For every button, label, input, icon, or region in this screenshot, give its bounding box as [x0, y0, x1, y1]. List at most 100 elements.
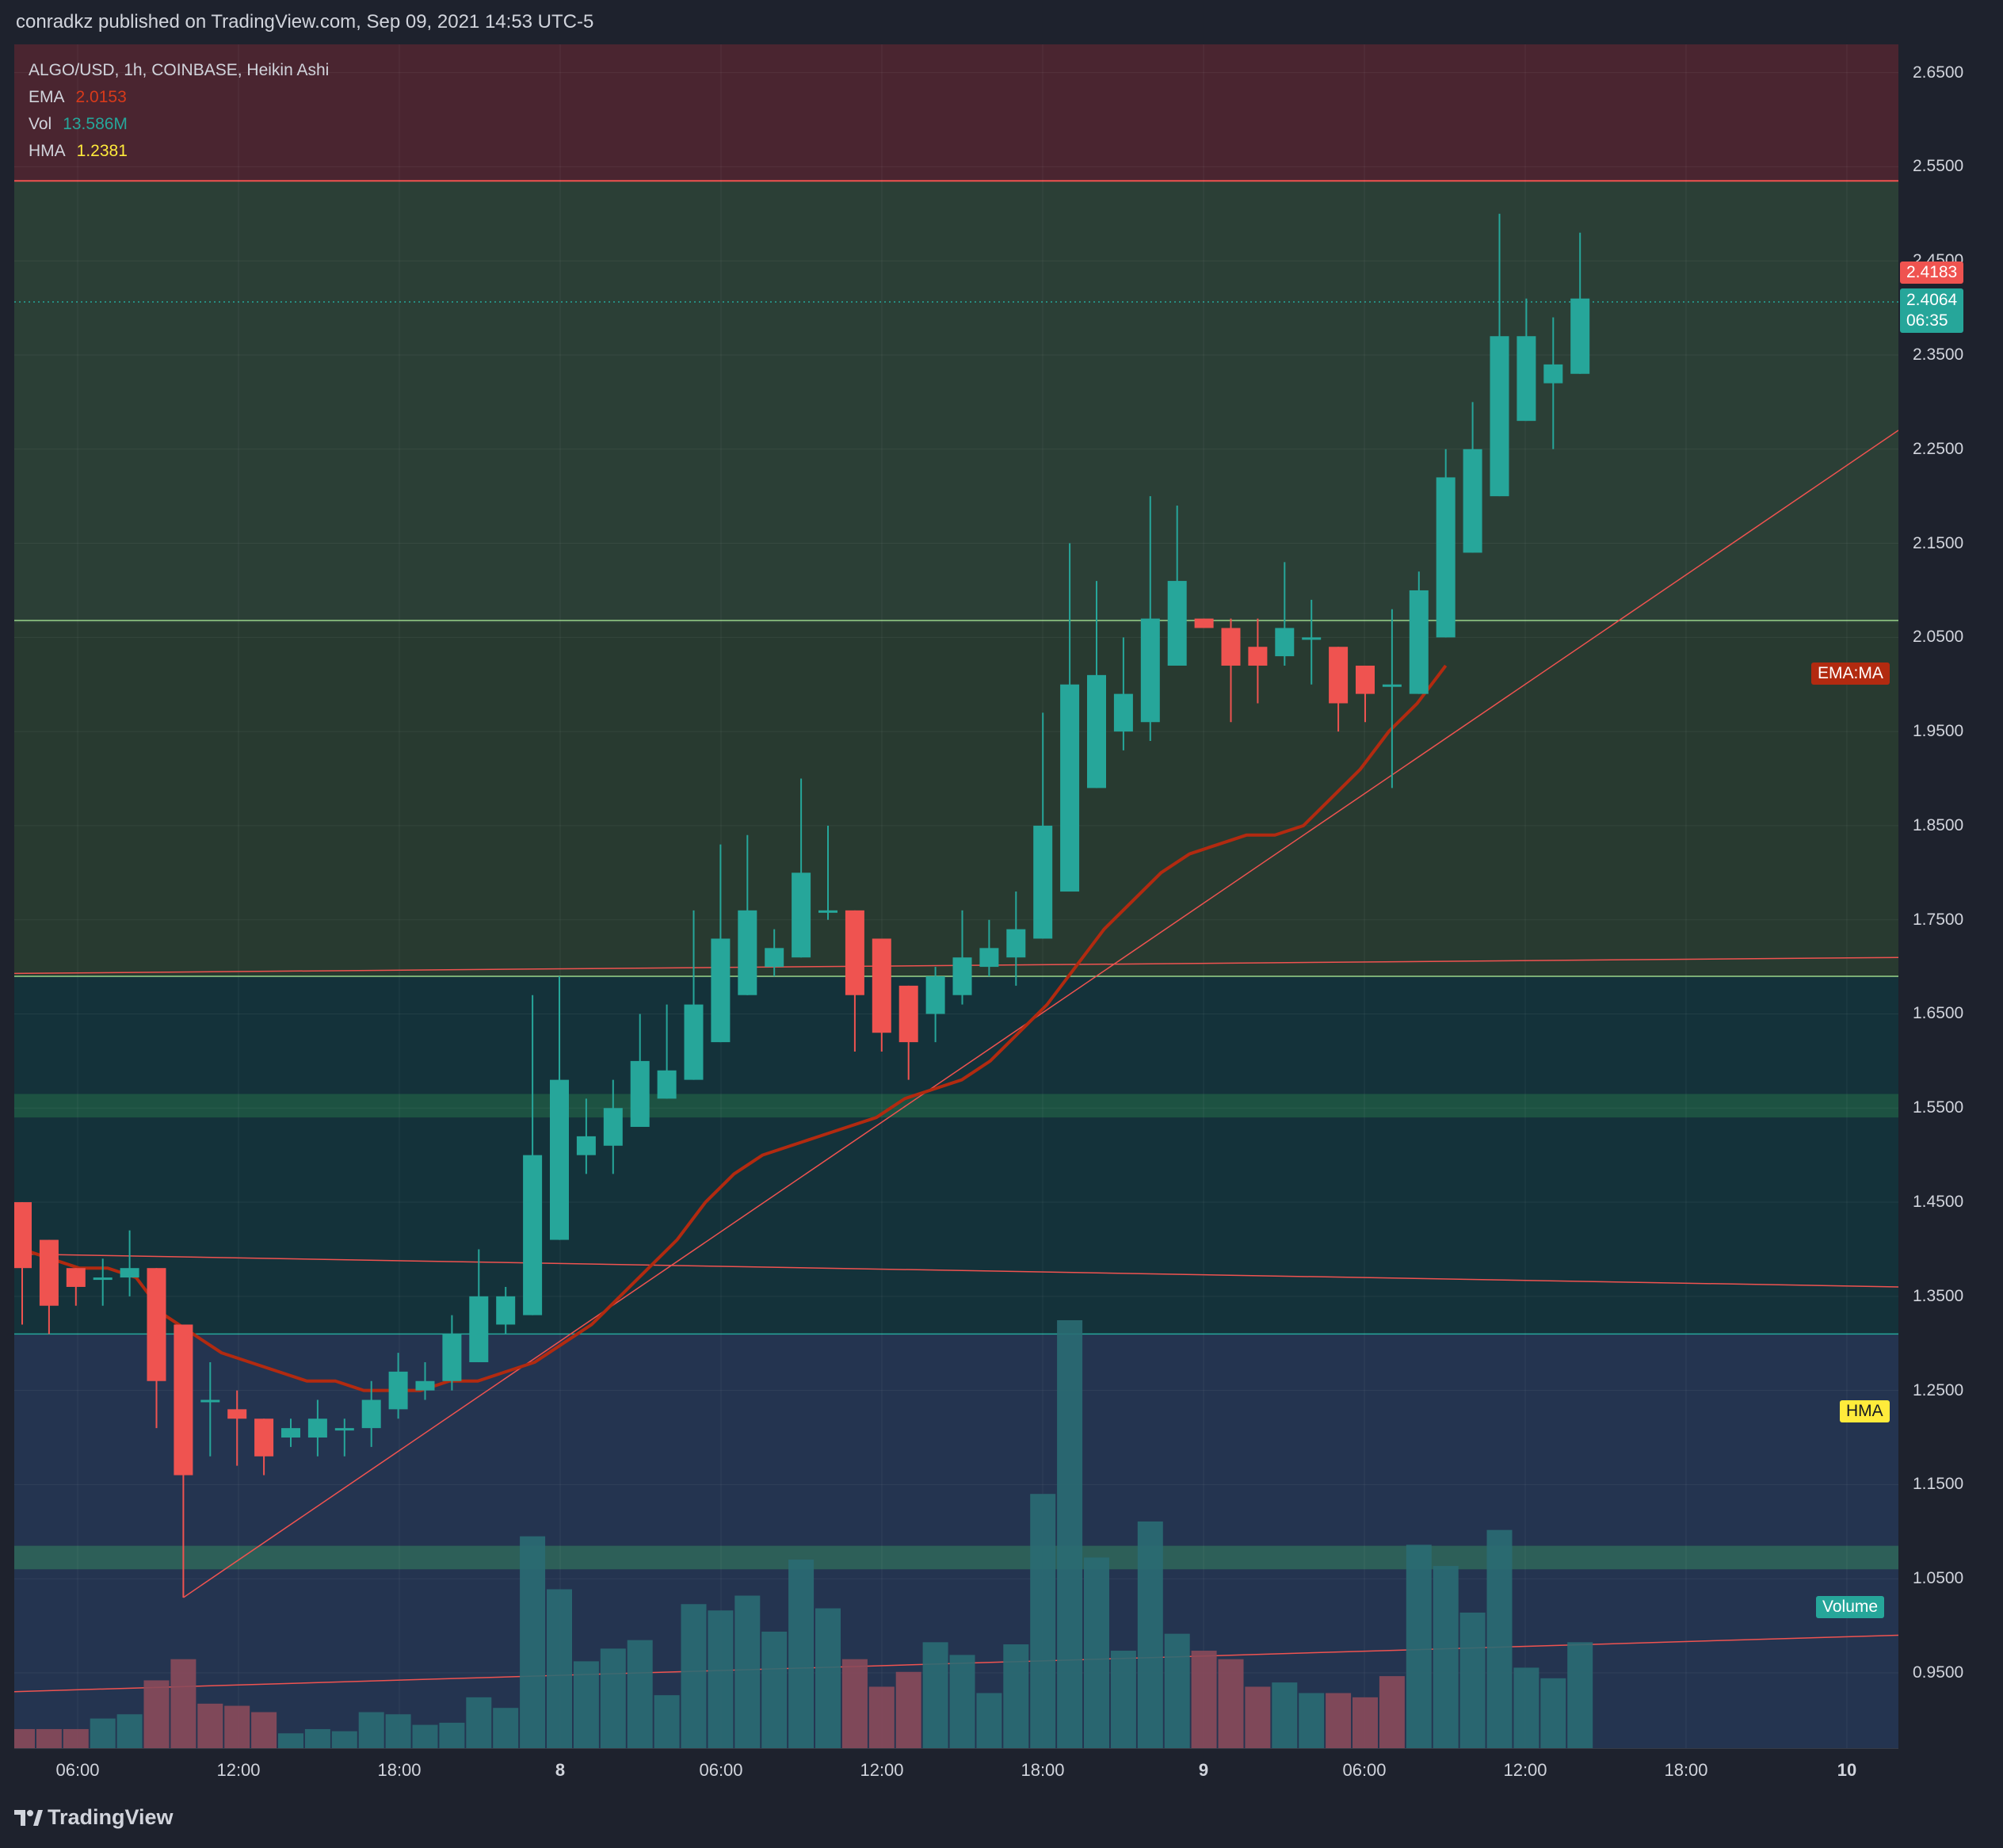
chart-area[interactable]: ALGO/USD, 1h, COINBASE, Heikin Ashi EMA 2… [14, 44, 1898, 1748]
volume-bar [224, 1705, 250, 1748]
time-tick-label: 9 [1198, 1760, 1209, 1780]
candle-body [657, 1070, 677, 1099]
candle-body [388, 1371, 408, 1410]
candle-body [1033, 825, 1053, 939]
volume-bar [547, 1589, 572, 1748]
candle-body [496, 1296, 516, 1325]
time-tick-label: 12:00 [860, 1760, 904, 1780]
teal-zone [14, 976, 1898, 1334]
candle-body [1087, 674, 1106, 788]
price-tick-label: 1.3500 [1913, 1286, 1964, 1305]
candle-body [442, 1334, 462, 1381]
volume-bar [1299, 1693, 1325, 1748]
hma-value: 1.2381 [76, 142, 128, 160]
candle-body [227, 1409, 247, 1419]
candle-body [281, 1428, 300, 1438]
mid-green-zone [14, 623, 1898, 976]
volume-bar [1379, 1676, 1405, 1748]
price-axis[interactable]: 2.6500 2.5500 2.4500 2.3500 2.2500 2.1500 2.05… [1898, 44, 2003, 1748]
volume-bar [520, 1536, 546, 1748]
candle-body [1302, 637, 1322, 640]
volume-bar [331, 1731, 357, 1748]
volume-bar [493, 1708, 519, 1748]
candle-body [979, 948, 999, 968]
volume-bar [358, 1712, 384, 1748]
hma-label[interactable]: HMA [29, 142, 66, 160]
candle-body [1167, 581, 1187, 666]
time-tick-label: 18:00 [1021, 1760, 1065, 1780]
volume-bar [922, 1642, 948, 1748]
candle-body [1356, 665, 1375, 694]
price-tick-label: 1.2500 [1913, 1380, 1964, 1399]
candle-body [1113, 693, 1133, 732]
high-price-tag: 2.4183 [1900, 262, 1964, 284]
candle-body [792, 872, 811, 958]
symbol-info[interactable]: ALGO/USD, 1h, COINBASE, Heikin Ashi [29, 61, 330, 79]
last-price-value: 2.4064 [1906, 291, 1958, 309]
volume-bar [681, 1604, 707, 1748]
time-tick-label: 10 [1837, 1760, 1857, 1780]
ema-value: 2.0153 [75, 88, 127, 106]
volume-bar [895, 1671, 921, 1748]
hma-tag: HMA [1840, 1400, 1890, 1422]
volume-bar [1084, 1557, 1109, 1748]
candle-body [765, 948, 784, 968]
candle-body [254, 1418, 274, 1457]
legend-vol-row: Vol 13.586M [29, 111, 340, 138]
upper-green-zone [14, 181, 1898, 624]
time-tick-label: 06:00 [1342, 1760, 1387, 1780]
candle-body [711, 938, 731, 1043]
volume-bar [1137, 1521, 1163, 1748]
volume-bar [1272, 1682, 1298, 1748]
volume-bar [841, 1659, 868, 1748]
candle-body [818, 910, 837, 913]
candle-body [952, 957, 972, 995]
volume-bar [197, 1703, 223, 1748]
candle-body [1463, 449, 1482, 553]
candle-body [630, 1060, 650, 1128]
time-axis[interactable]: 06:00 12:00 18:00 8 06:00 12:00 18:00 9 06:00 12:… [14, 1748, 1898, 1793]
candle-body [200, 1399, 220, 1403]
volume-bar [1459, 1612, 1486, 1748]
time-tick-label: 06:00 [55, 1760, 100, 1780]
candle-body [174, 1324, 193, 1476]
time-tick-label: 12:00 [1503, 1760, 1547, 1780]
volume-bar [1218, 1659, 1244, 1748]
volume-bar [1486, 1529, 1513, 1748]
price-tick-label: 1.1500 [1913, 1475, 1964, 1494]
volume-bar [1353, 1697, 1378, 1748]
tradingview-brand[interactable]: TradingView [48, 1805, 174, 1829]
ema-label[interactable]: EMA [29, 88, 65, 106]
time-tick-label: 06:00 [699, 1760, 743, 1780]
candle-body [603, 1108, 623, 1146]
tradingview-logo-icon [14, 1810, 43, 1826]
volume-bar [116, 1714, 143, 1748]
candle-body [93, 1277, 113, 1281]
price-tick-label: 1.4500 [1913, 1193, 1964, 1212]
candle-body [469, 1296, 489, 1362]
time-tick-label: 12:00 [216, 1760, 261, 1780]
volume-bar [600, 1648, 626, 1748]
volume-bar [63, 1728, 89, 1748]
price-tick-label: 2.6500 [1913, 63, 1964, 82]
time-tick-label: 8 [555, 1760, 566, 1780]
candle-body [39, 1239, 59, 1306]
candle-body [1490, 336, 1509, 497]
volume-bar [1030, 1494, 1056, 1748]
vol-label[interactable]: Vol [29, 115, 52, 133]
legend-hma-row: HMA 1.2381 [29, 138, 340, 165]
volume-bar [1191, 1651, 1217, 1748]
candle-body [1382, 684, 1402, 687]
price-tick-label: 0.9500 [1913, 1663, 1964, 1682]
candle-body [1194, 618, 1214, 628]
volume-bar [466, 1697, 492, 1748]
publish-info: conradkz published on TradingView.com, S… [16, 11, 594, 32]
price-tick-label: 2.1500 [1913, 533, 1964, 552]
candle-body [523, 1155, 543, 1315]
price-tick-label: 2.0500 [1913, 628, 1964, 647]
chart-canvas[interactable] [14, 44, 1898, 1748]
volume-bar [788, 1560, 815, 1748]
footer: TradingView [0, 1793, 2003, 1848]
trendline-ascending [182, 430, 1898, 1598]
price-tick-label: 1.7500 [1913, 910, 1964, 929]
